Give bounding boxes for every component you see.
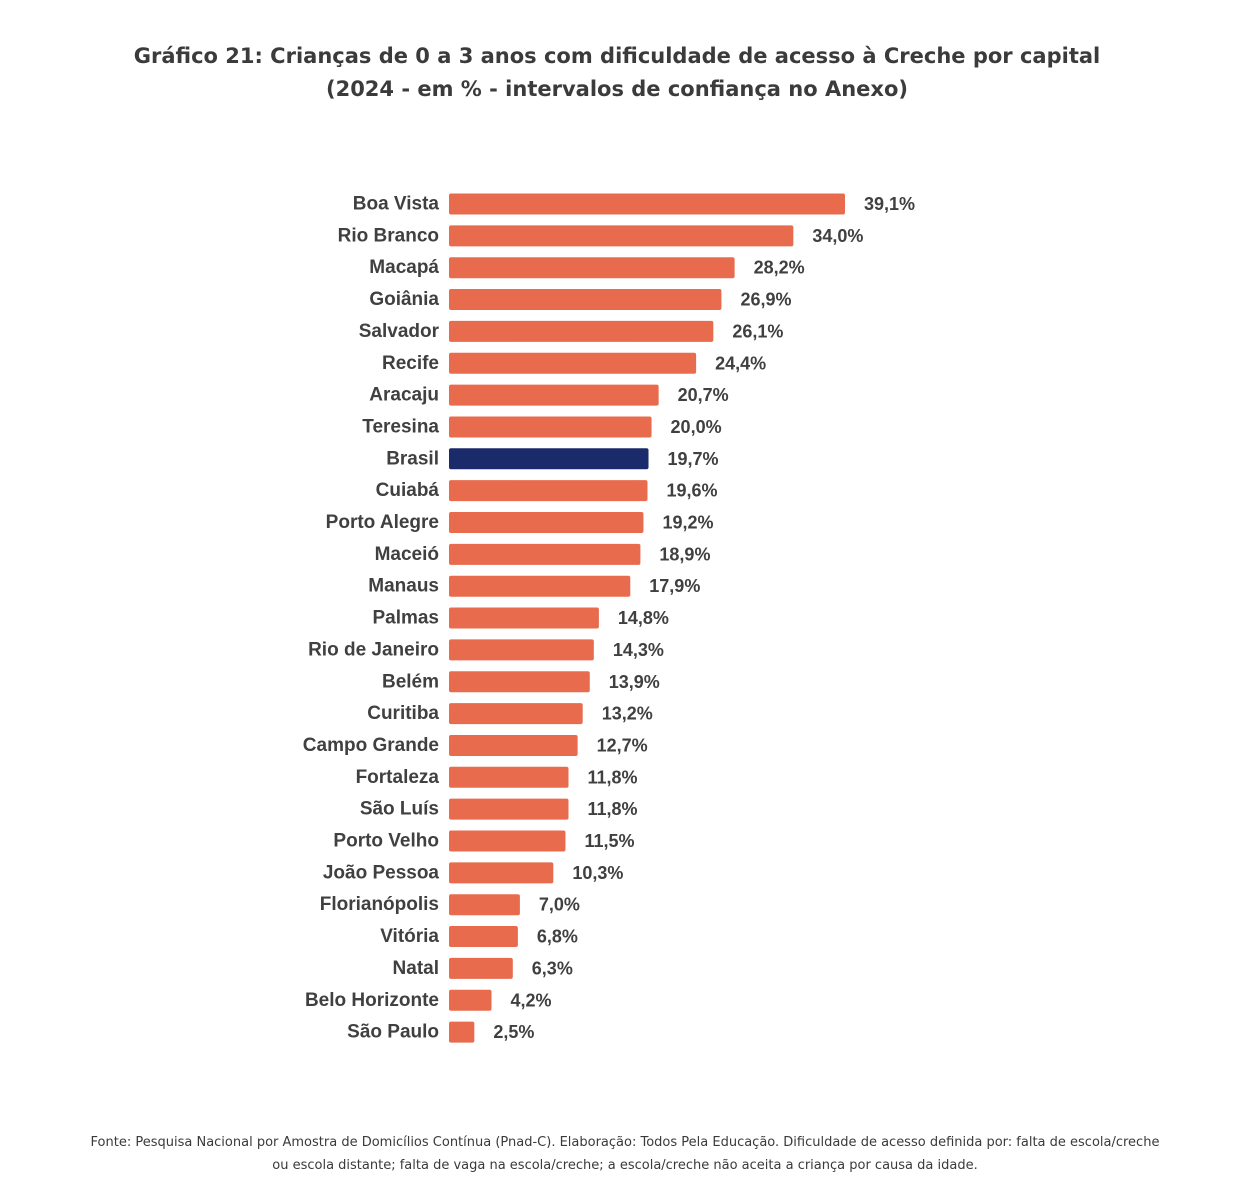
category-label-macapa: Macapá [369, 257, 439, 278]
category-label-campo-grande: Campo Grande [303, 735, 439, 756]
bar-curitiba [449, 703, 583, 725]
bar-salvador [449, 320, 714, 342]
value-label-palmas: 14,8% [618, 608, 669, 628]
value-label-curitiba: 13,2% [602, 704, 653, 724]
category-label-joao-pessoa: João Pessoa [323, 862, 440, 883]
category-label-sao-paulo: São Paulo [347, 1022, 439, 1043]
category-label-natal: Natal [393, 958, 439, 979]
value-label-cuiaba: 19,6% [667, 481, 718, 501]
value-label-belo-horizonte: 4,2% [511, 990, 552, 1010]
chart-title-line-2: (2024 - em % - intervalos de confiança n… [325, 77, 908, 101]
bar-macapa [449, 257, 735, 279]
source-note-line-2: ou escola distante; falta de vaga na esc… [272, 1158, 978, 1173]
value-label-brasil: 19,7% [668, 449, 719, 469]
value-label-rio-branco: 34,0% [812, 226, 863, 246]
value-label-fortaleza: 11,8% [588, 767, 638, 787]
category-label-vitoria: Vitória [380, 926, 439, 947]
category-label-rio-branco: Rio Branco [338, 225, 439, 246]
category-label-rio-de-janeiro: Rio de Janeiro [308, 639, 439, 660]
bar-cuiaba [449, 480, 648, 502]
category-label-maceio: Maceió [375, 544, 439, 565]
value-label-aracaju: 20,7% [678, 385, 729, 405]
category-label-palmas: Palmas [372, 608, 439, 629]
value-label-recife: 24,4% [715, 353, 766, 373]
bar-rio-branco [449, 225, 794, 247]
source-note-line-1: Fonte: Pesquisa Nacional por Amostra de … [90, 1135, 1160, 1150]
value-label-maceio: 18,9% [659, 544, 710, 564]
bar-teresina [449, 416, 652, 438]
chart-title: Gráfico 21: Crianças de 0 a 3 anos com d… [0, 40, 1234, 106]
value-label-natal: 6,3% [532, 958, 573, 978]
bar-sao-luis [449, 798, 569, 820]
bar-sao-paulo [449, 1021, 475, 1043]
category-label-belo-horizonte: Belo Horizonte [305, 990, 439, 1011]
value-label-campo-grande: 12,7% [597, 735, 648, 755]
category-label-aracaju: Aracaju [369, 385, 439, 406]
value-label-porto-velho: 11,5% [584, 831, 634, 851]
value-label-teresina: 20,0% [671, 417, 722, 437]
value-label-vitoria: 6,8% [537, 927, 578, 947]
category-label-manaus: Manaus [368, 576, 439, 597]
category-label-porto-velho: Porto Velho [333, 831, 439, 852]
bar-florianopolis [449, 894, 520, 916]
value-label-joao-pessoa: 10,3% [572, 863, 623, 883]
category-label-brasil: Brasil [386, 448, 439, 469]
category-label-recife: Recife [382, 353, 439, 374]
category-label-sao-luis: São Luís [360, 799, 439, 820]
bar-joao-pessoa [449, 862, 554, 884]
bar-brasil [449, 448, 649, 470]
category-label-porto-alegre: Porto Alegre [326, 512, 439, 533]
category-label-teresina: Teresina [362, 416, 439, 437]
bar-campo-grande [449, 734, 578, 756]
value-label-sao-luis: 11,8% [588, 799, 638, 819]
value-label-manaus: 17,9% [649, 576, 700, 596]
chart-title-line-1: Gráfico 21: Crianças de 0 a 3 anos com d… [133, 44, 1101, 68]
bar-natal [449, 957, 513, 979]
bar-porto-velho [449, 830, 566, 852]
value-label-belem: 13,9% [609, 672, 660, 692]
bar-boa-vista [449, 193, 845, 215]
bar-maceio [449, 543, 641, 565]
value-label-rio-de-janeiro: 14,3% [613, 640, 664, 660]
bar-fortaleza [449, 766, 569, 788]
category-label-goiania: Goiânia [369, 289, 439, 310]
value-label-boa-vista: 39,1% [864, 194, 915, 214]
bar-porto-alegre [449, 512, 644, 533]
value-label-goiania: 26,9% [740, 290, 791, 310]
value-label-florianopolis: 7,0% [539, 895, 580, 915]
category-label-fortaleza: Fortaleza [356, 767, 440, 788]
value-label-macapa: 28,2% [754, 258, 805, 278]
value-label-sao-paulo: 2,5% [493, 1022, 534, 1042]
bar-belo-horizonte [449, 989, 492, 1011]
category-label-florianopolis: Florianópolis [320, 894, 439, 915]
value-label-salvador: 26,1% [732, 321, 783, 341]
category-label-cuiaba: Cuiabá [376, 480, 440, 501]
category-label-salvador: Salvador [359, 321, 440, 342]
bar-palmas [449, 607, 599, 629]
bar-manaus [449, 575, 631, 597]
category-label-curitiba: Curitiba [367, 703, 439, 724]
bar-goiania [449, 289, 722, 311]
bar-rio-de-janeiro [449, 639, 594, 661]
bar-belem [449, 671, 590, 693]
bar-recife [449, 352, 697, 374]
bar-vitoria [449, 926, 518, 948]
bar-aracaju [449, 384, 659, 406]
category-label-belem: Belém [382, 671, 439, 692]
value-label-porto-alegre: 19,2% [662, 513, 713, 533]
category-label-boa-vista: Boa Vista [353, 194, 440, 215]
bar-chart: Boa Vista 39,1% Rio Branco 34,0% Macapá 28,2%… [303, 193, 915, 1043]
source-note: Fonte: Pesquisa Nacional por Amostra de … [40, 1131, 1210, 1177]
